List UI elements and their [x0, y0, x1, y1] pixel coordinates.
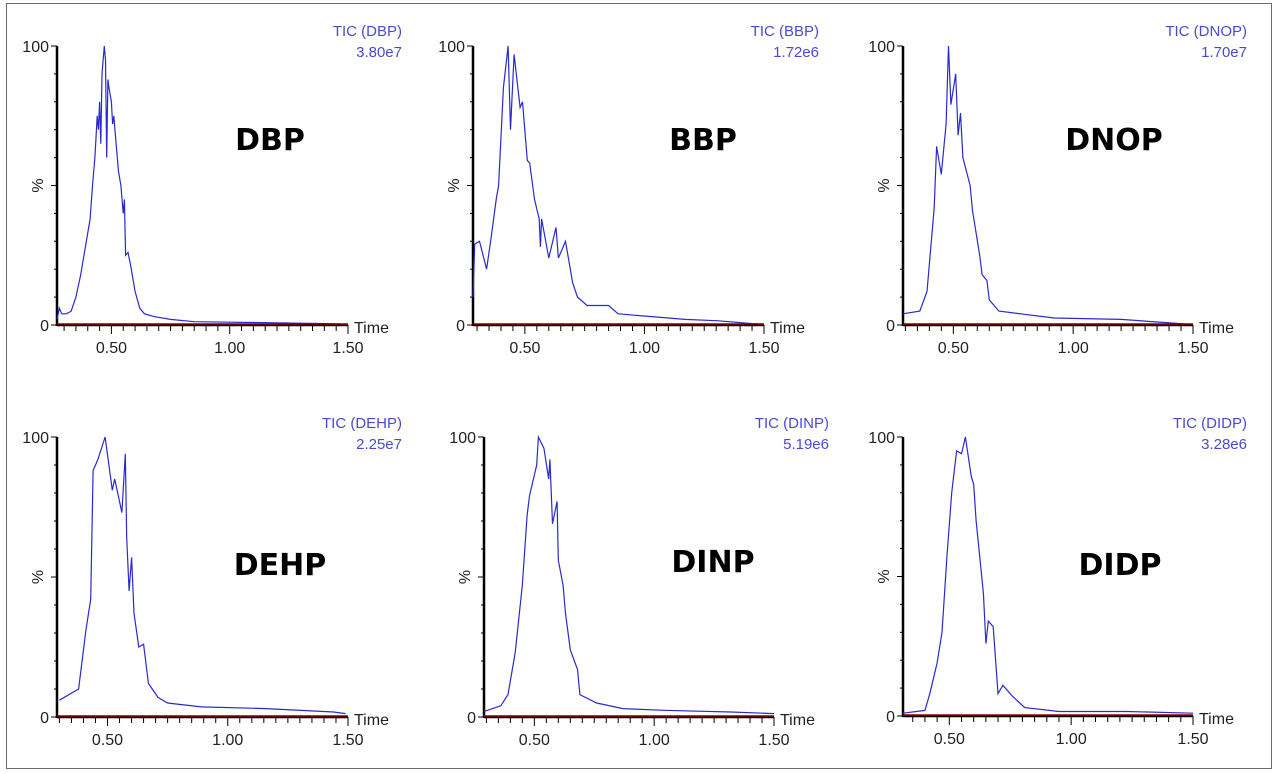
y-axis-label: % — [457, 570, 474, 584]
compound-label: BBP — [669, 123, 737, 158]
x-tick-label: 1.50 — [748, 340, 779, 357]
compound-label: DEHP — [234, 548, 327, 583]
tic-trace-dehp — [59, 436, 346, 715]
x-tick-label: 1.50 — [758, 732, 789, 749]
y-tick-label-0: 0 — [40, 710, 49, 727]
tic-label: TIC (DNOP) — [1165, 23, 1247, 40]
x-tick-label: 0.50 — [96, 340, 127, 357]
intensity-label: 1.70e7 — [1201, 44, 1247, 61]
y-tick-label-0: 0 — [886, 709, 895, 726]
y-tick-label-100: 100 — [868, 430, 895, 447]
x-axis-label: Time — [354, 712, 389, 729]
y-tick-label-100: 100 — [22, 430, 49, 447]
x-axis-label: Time — [770, 320, 805, 337]
x-tick-label: 1.50 — [1177, 731, 1208, 748]
x-axis-label: Time — [780, 712, 815, 729]
x-tick-label: 0.50 — [509, 340, 540, 357]
chromatogram-panel-bbp: 100 0% 0.50 1.00 1.50 Time TIC (BBP) 1.72e6 BBP — [438, 23, 819, 357]
tic-label: TIC (DINP) — [755, 415, 829, 432]
figure-frame — [6, 3, 1272, 769]
x-tick-label: 0.50 — [938, 340, 969, 357]
x-axis-label: Time — [354, 320, 389, 337]
x-tick-label: 1.50 — [332, 340, 363, 357]
chromatogram-panel-didp: 100 0% 0.50 1.00 1.50 Time TIC (DIDP) 3.28e6 DID… — [868, 415, 1247, 748]
x-tick-label: 0.50 — [934, 731, 965, 748]
tic-label: TIC (DBP) — [333, 23, 402, 40]
tic-trace-dbp — [56, 45, 349, 325]
y-tick-label-100: 100 — [449, 430, 476, 447]
tic-trace-bbp — [472, 45, 765, 325]
x-tick-label: 0.50 — [92, 732, 123, 749]
intensity-label: 2.25e7 — [356, 436, 402, 453]
y-axis-label: % — [30, 570, 47, 584]
x-tick-label: 1.00 — [1058, 340, 1089, 357]
intensity-label: 3.28e6 — [1201, 436, 1247, 453]
y-axis-label: % — [876, 178, 893, 192]
intensity-label: 3.80e7 — [356, 44, 402, 61]
x-tick-label: 1.00 — [214, 340, 245, 357]
y-tick-label-100: 100 — [438, 39, 465, 56]
x-axis-label: Time — [1199, 711, 1234, 728]
x-tick-label: 1.00 — [629, 340, 660, 357]
y-axis-label: % — [446, 178, 463, 192]
y-axis-label: % — [30, 178, 47, 192]
intensity-label: 1.72e6 — [773, 44, 819, 61]
chromatogram-panel-dnop: 100 0% 0.50 1.00 1.50 Time TIC (DNOP) 1.70e7 DNO… — [868, 23, 1247, 357]
x-tick-label: 1.00 — [639, 732, 670, 749]
x-tick-label: 0.50 — [519, 732, 550, 749]
x-tick-label: 1.00 — [212, 732, 243, 749]
y-axis-label: % — [876, 569, 893, 583]
y-tick-label-0: 0 — [456, 318, 465, 335]
x-tick-label: 1.00 — [1056, 731, 1087, 748]
y-tick-label-100: 100 — [868, 39, 895, 56]
tic-trace-dnop — [902, 45, 1189, 325]
x-axis-label: Time — [1199, 320, 1234, 337]
tic-label: TIC (DEHP) — [322, 415, 402, 432]
chromatogram-panel-dbp: 100 0% 0.50 1.00 1.50 Time TIC (DBP) 3.80e7 DBP — [22, 23, 402, 357]
x-tick-label: 1.50 — [332, 732, 363, 749]
tic-label: TIC (DIDP) — [1173, 415, 1247, 432]
chromatogram-panel-dinp: 100 0% 0.50 1.00 1.50 Time TIC (DINP) 5.19e6 DIN… — [449, 415, 829, 749]
compound-label: DINP — [671, 545, 754, 580]
compound-label: DNOP — [1065, 123, 1163, 158]
compound-label: DIDP — [1079, 548, 1162, 583]
chromatogram-panel-dehp: 100 0% 0.50 1.00 1.50 Time TIC (DEHP) 2.25e7 DEH… — [22, 415, 402, 749]
y-tick-label-100: 100 — [22, 39, 49, 56]
y-tick-label-0: 0 — [40, 318, 49, 335]
tic-label: TIC (BBP) — [751, 23, 819, 40]
y-tick-label-0: 0 — [886, 318, 895, 335]
y-tick-label-0: 0 — [467, 710, 476, 727]
tic-trace-dinp — [483, 434, 775, 715]
intensity-label: 5.19e6 — [783, 436, 829, 453]
compound-label: DBP — [235, 123, 305, 158]
tic-trace-didp — [902, 436, 1194, 714]
x-tick-label: 1.50 — [1177, 340, 1208, 357]
